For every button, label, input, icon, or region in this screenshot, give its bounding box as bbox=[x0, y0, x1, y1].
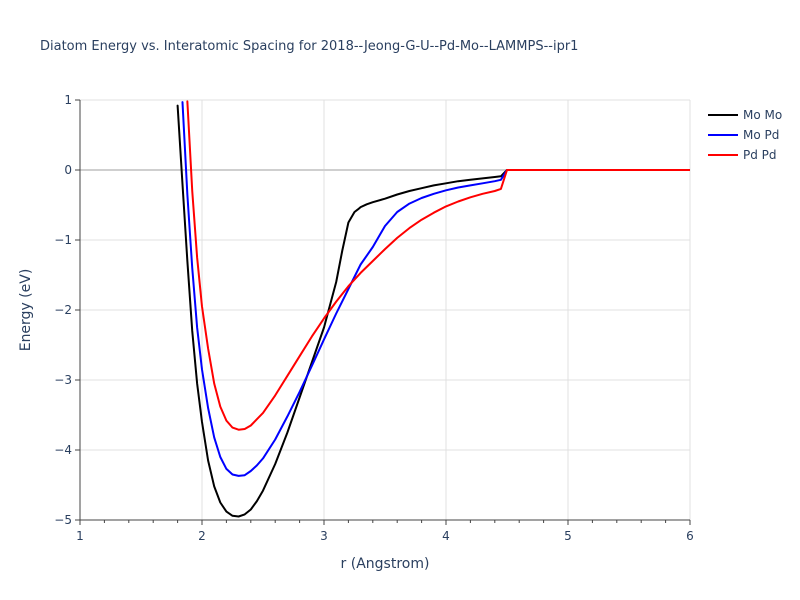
y-tick-label: −1 bbox=[54, 233, 72, 247]
series-line-mo-mo[interactable] bbox=[176, 104, 690, 518]
grid-layer bbox=[80, 99, 691, 520]
x-tick-label: 2 bbox=[198, 529, 206, 543]
y-axis-title: Energy (eV) bbox=[18, 269, 34, 352]
legend[interactable]: Mo Mo Mo Pd Pd Pd bbox=[708, 108, 782, 162]
y-tick-label: −5 bbox=[54, 513, 72, 527]
y-tick-label: 1 bbox=[64, 93, 72, 107]
series-line-mo-pd[interactable] bbox=[181, 101, 690, 477]
x-axis-title: r (Angstrom) bbox=[341, 556, 430, 572]
series-line-pd-pd[interactable] bbox=[186, 100, 690, 431]
x-tick-label: 1 bbox=[76, 529, 84, 543]
y-tick-label: 0 bbox=[64, 163, 72, 177]
x-tick-label: 4 bbox=[442, 529, 450, 543]
y-tick-label: −4 bbox=[54, 443, 72, 457]
x-tick-label: 5 bbox=[564, 529, 572, 543]
legend-label-pd-pd[interactable]: Pd Pd bbox=[743, 148, 777, 162]
series-layer bbox=[176, 100, 690, 518]
y-tick-label: −3 bbox=[54, 373, 72, 387]
legend-label-mo-mo[interactable]: Mo Mo bbox=[743, 108, 782, 122]
chart-title: Diatom Energy vs. Interatomic Spacing fo… bbox=[40, 39, 578, 54]
legend-label-mo-pd[interactable]: Mo Pd bbox=[743, 128, 779, 142]
y-tick-label: −2 bbox=[54, 303, 72, 317]
x-tick-label: 3 bbox=[320, 529, 328, 543]
x-tick-label: 6 bbox=[686, 529, 694, 543]
axis-layer: 1 2 3 4 5 6 −5 −4 −3 −2 −1 0 1 bbox=[54, 93, 694, 543]
